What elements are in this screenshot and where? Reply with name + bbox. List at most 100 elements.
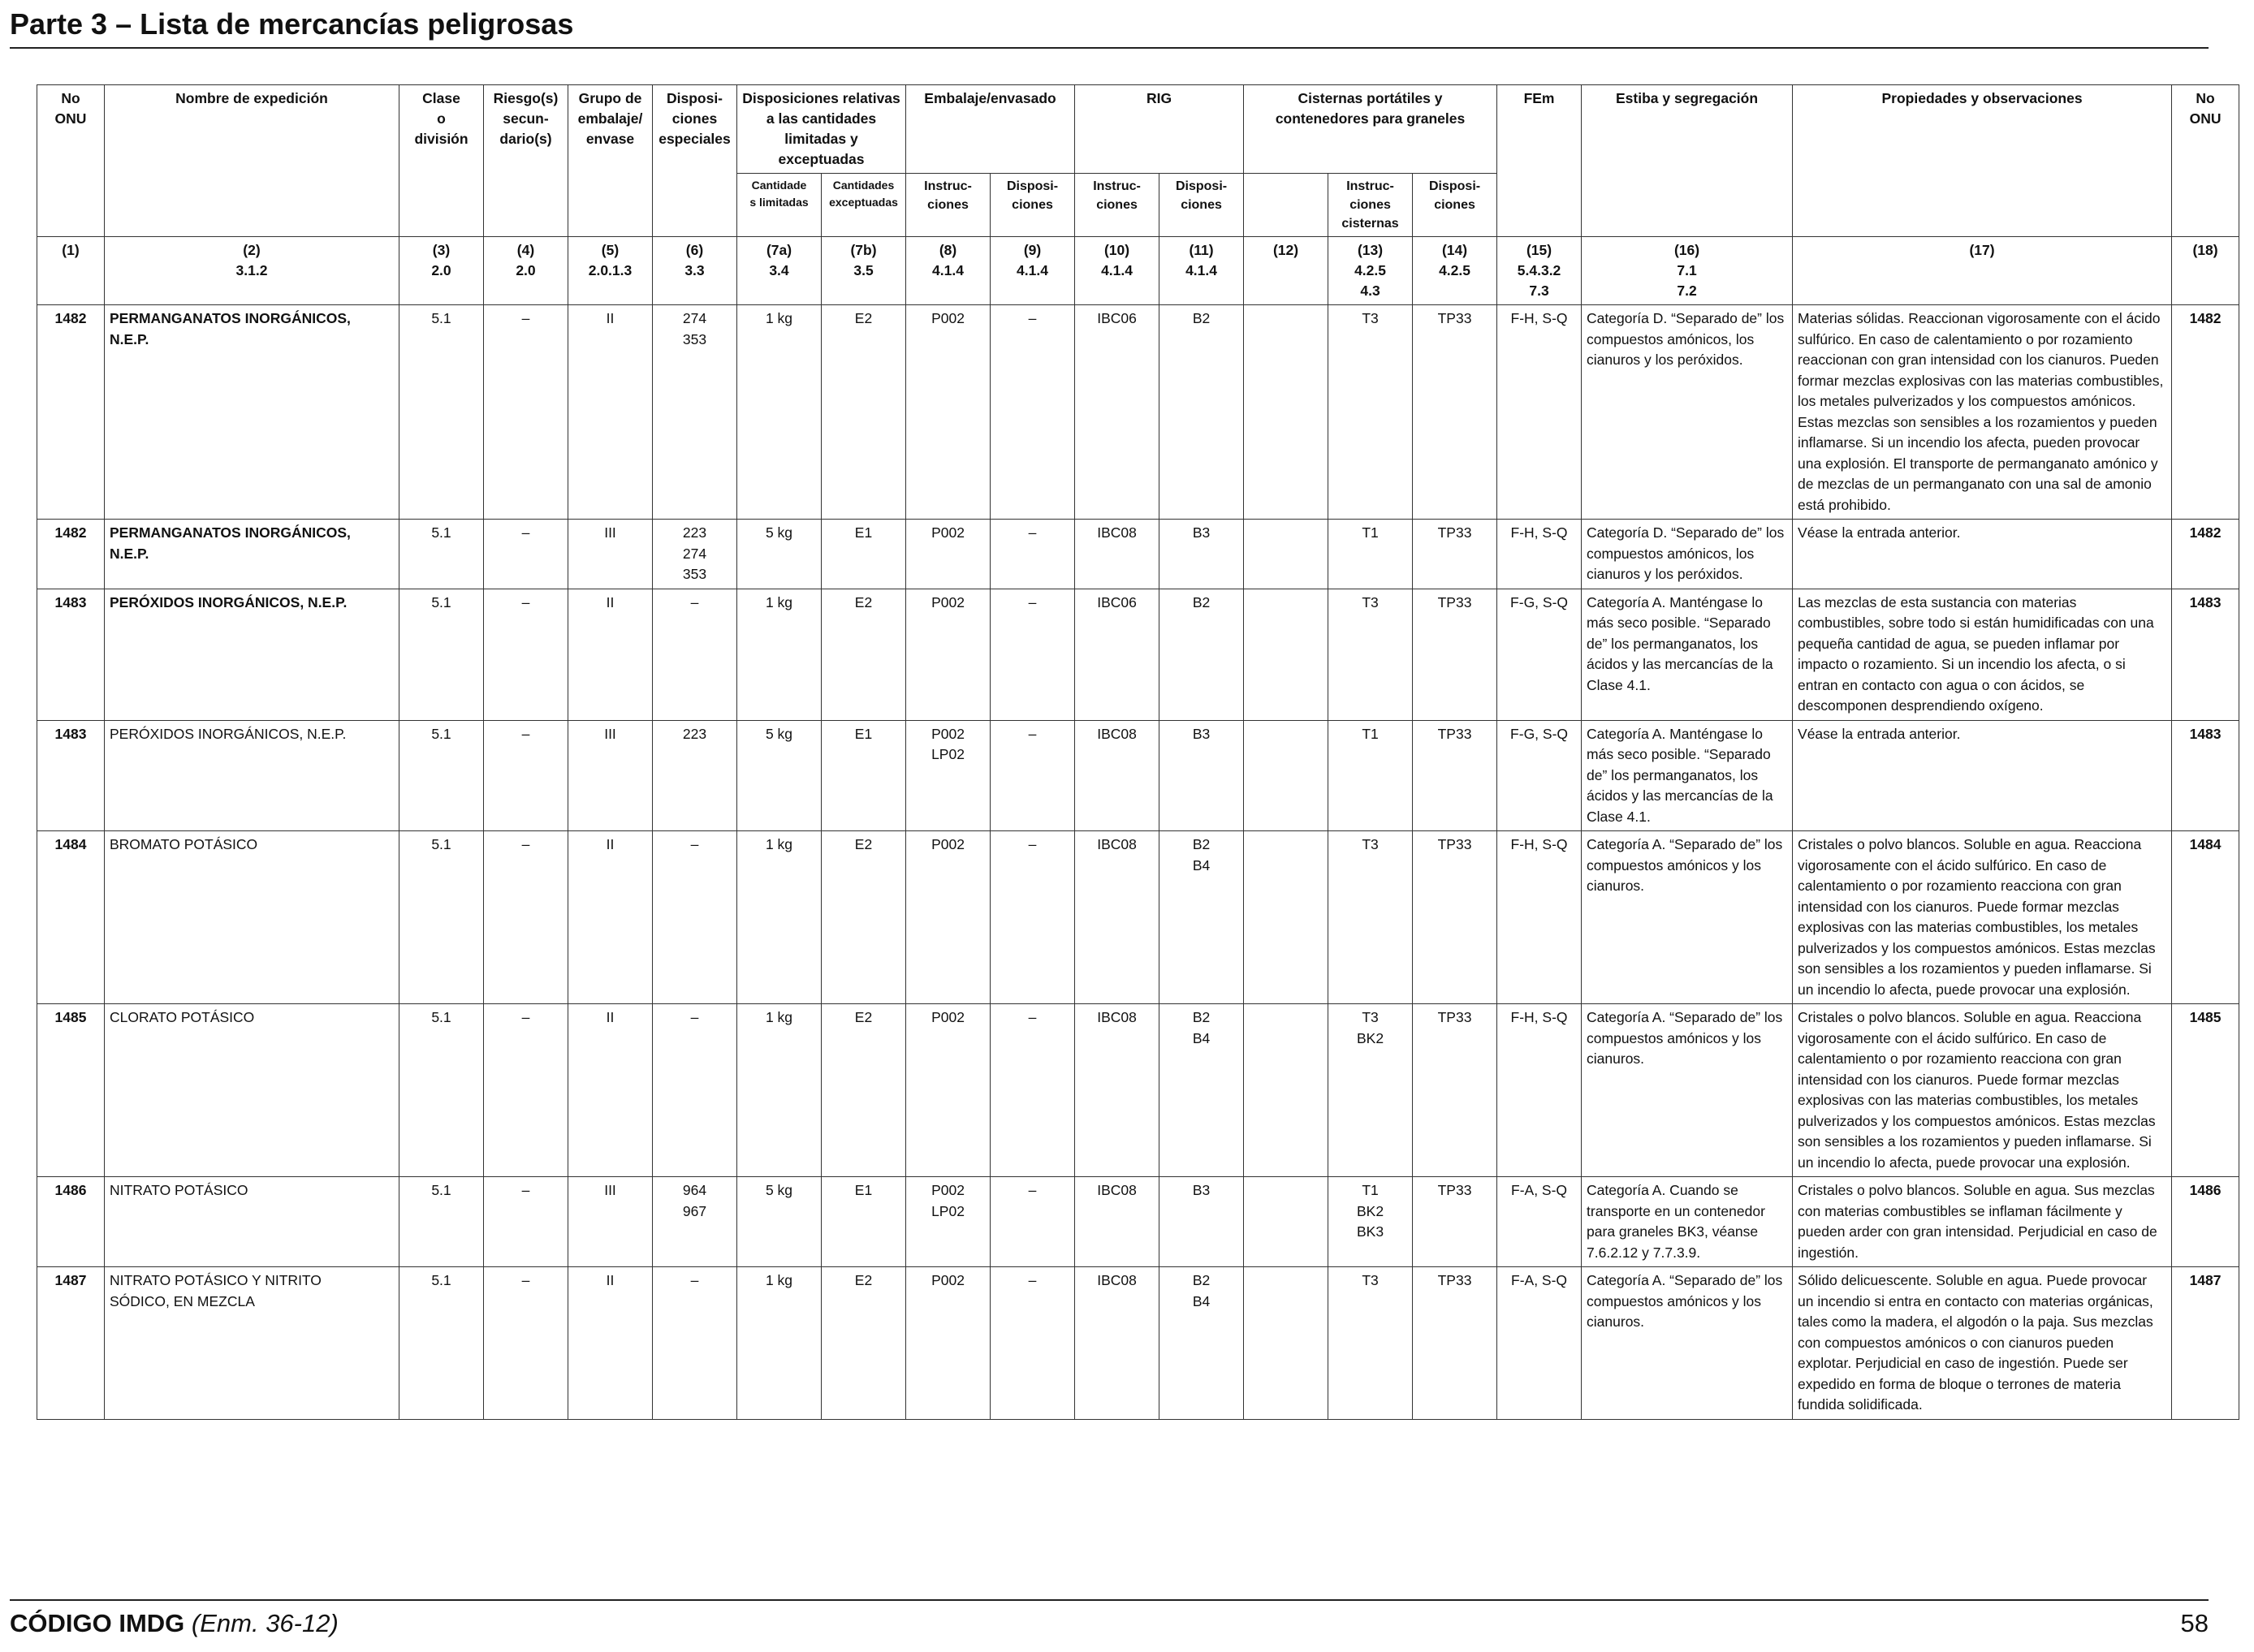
class-cell: 5.1 — [399, 830, 484, 1004]
tank-instruction-cell: T3 BK2 — [1328, 1003, 1414, 1177]
shipping-name-cell: PERÓXIDOS INORGÁNICOS, N.E.P. — [104, 588, 399, 721]
table-row: 1484 BROMATO POTÁSICO 5.1– II –1 kg E2 P002– IB… — [37, 830, 2240, 1004]
class-cell: 5.1 — [399, 588, 484, 721]
column-number: (7b) 3.5 — [820, 236, 907, 305]
header-limited-excepted-quantities: Disposiciones relativas a las cantidades… — [736, 84, 907, 174]
tank-provision-cell: TP33 — [1412, 519, 1498, 589]
stowage-cell: Categoría A. Manténgase lo más seco posi… — [1581, 719, 1794, 831]
un-number-cell: 1483 — [37, 588, 105, 721]
header-un-number-end: No ONU — [2171, 84, 2240, 237]
header-properties-observations: Propiedades y observaciones — [1792, 84, 2173, 237]
table-row: 1487 NITRATO POTÁSICO Y NITRITO SÓDICO, E… — [37, 1266, 2240, 1420]
subsidiary-risk-cell: – — [483, 1003, 568, 1177]
page-footer: CÓDIGO IMDG (Enm. 36-12) 58 — [10, 1599, 2209, 1640]
header-ibc: RIG — [1074, 84, 1245, 174]
header-tank-provisions: Disposi- ciones — [1412, 173, 1498, 237]
un-number-end-cell: 1485 — [2171, 1003, 2240, 1177]
column-number: (1) — [37, 236, 105, 305]
class-cell: 5.1 — [399, 519, 484, 589]
packing-group-cell: II — [568, 830, 653, 1004]
page-number: 58 — [2180, 1609, 2209, 1637]
column-number: (16) 7.1 7.2 — [1581, 236, 1794, 305]
col12-cell — [1243, 1266, 1329, 1420]
col12-cell — [1243, 1003, 1329, 1177]
tank-provision-cell: TP33 — [1412, 830, 1498, 1004]
footer-edition: (Enm. 36-12) — [191, 1609, 339, 1637]
col12-cell — [1243, 830, 1329, 1004]
special-provisions-cell: – — [652, 830, 737, 1004]
column-number: (15) 5.4.3.2 7.3 — [1496, 236, 1583, 305]
col12-cell — [1243, 588, 1329, 721]
header-packing: Embalaje/envasado — [905, 84, 1076, 174]
special-provisions-cell: 223 274 353 — [652, 519, 737, 589]
header-shipping-name: Nombre de expedición — [104, 84, 399, 237]
column-number: (10) 4.1.4 — [1074, 236, 1160, 305]
tank-provision-cell: TP33 — [1412, 1266, 1498, 1420]
limited-quantity-cell: 1 kg — [736, 830, 822, 1004]
table-row: 1485 CLORATO POTÁSICO 5.1– II –1 kg E2 P002– IB… — [37, 1003, 2240, 1177]
un-number-end-cell: 1484 — [2171, 830, 2240, 1004]
header-ems: FEm — [1496, 84, 1583, 237]
stowage-cell: Categoría A. Cuando se transporte en un … — [1581, 1176, 1794, 1267]
column-number: (17) — [1792, 236, 2173, 305]
properties-cell: Cristales o polvo blancos. Soluble en ag… — [1792, 830, 2173, 1004]
ibc-instruction-cell: IBC08 — [1074, 519, 1160, 589]
subsidiary-risk-cell: – — [483, 519, 568, 589]
class-cell: 5.1 — [399, 304, 484, 520]
column-number-row: (1) (2) 3.1.2 (3) 2.0 (4) 2.0 (5) 2.0.1.3 (6)… — [37, 236, 2240, 305]
packing-instruction-cell: P002 — [905, 830, 991, 1004]
shipping-name-cell: PERÓXIDOS INORGÁNICOS, N.E.P. — [104, 719, 399, 831]
un-number-cell: 1482 — [37, 519, 105, 589]
properties-cell: Cristales o polvo blancos. Soluble en ag… — [1792, 1176, 2173, 1267]
packing-instruction-cell: P002 — [905, 1266, 991, 1420]
column-number: (7a) 3.4 — [736, 236, 822, 305]
page-header: Parte 3 – Lista de mercancías peligrosas — [10, 6, 2209, 49]
column-number: (6) 3.3 — [652, 236, 737, 305]
column-number: (12) — [1243, 236, 1329, 305]
tank-instruction-cell: T3 — [1328, 830, 1414, 1004]
ems-cell: F-G, S-Q — [1496, 588, 1583, 721]
special-provisions-cell: – — [652, 588, 737, 721]
tank-provision-cell: TP33 — [1412, 719, 1498, 831]
limited-quantity-cell: 5 kg — [736, 719, 822, 831]
packing-instruction-cell: P002 LP02 — [905, 719, 991, 831]
column-number: (18) — [2171, 236, 2240, 305]
col12-cell — [1243, 1176, 1329, 1267]
properties-cell: Véase la entrada anterior. — [1792, 519, 2173, 589]
shipping-name-cell: NITRATO POTÁSICO — [104, 1176, 399, 1267]
packing-provision-cell: – — [990, 719, 1076, 831]
class-cell: 5.1 — [399, 1266, 484, 1420]
ibc-instruction-cell: IBC06 — [1074, 304, 1160, 520]
header-portable-tanks: Cisternas portátiles y contenedores para… — [1243, 84, 1498, 174]
page-title: Parte 3 – Lista de mercancías peligrosas — [10, 7, 574, 41]
packing-instruction-cell: P002 LP02 — [905, 1176, 991, 1267]
shipping-name-cell: BROMATO POTÁSICO — [104, 830, 399, 1004]
packing-instruction-cell: P002 — [905, 519, 991, 589]
dangerous-goods-table: No ONU Nombre de expedición Clase o divi… — [37, 84, 2240, 1420]
column-number: (2) 3.1.2 — [104, 236, 399, 305]
table-row: 1486 NITRATO POTÁSICO 5.1– III 964 967 5 kg E1… — [37, 1176, 2240, 1267]
un-number-cell: 1483 — [37, 719, 105, 831]
un-number-end-cell: 1483 — [2171, 588, 2240, 721]
packing-group-cell: III — [568, 719, 653, 831]
tank-instruction-cell: T1 — [1328, 719, 1414, 831]
un-number-end-cell: 1482 — [2171, 304, 2240, 520]
tank-instruction-cell: T3 — [1328, 1266, 1414, 1420]
subsidiary-risk-cell: – — [483, 719, 568, 831]
header-subsidiary-risk: Riesgo(s) secun- dario(s) — [483, 84, 568, 237]
packing-instruction-cell: P002 — [905, 304, 991, 520]
tank-instruction-cell: T3 — [1328, 588, 1414, 721]
limited-quantity-cell: 1 kg — [736, 304, 822, 520]
header-excepted-quantities: Cantidades exceptuadas — [820, 173, 907, 237]
column-number: (9) 4.1.4 — [990, 236, 1076, 305]
packing-provision-cell: – — [990, 588, 1076, 721]
packing-provision-cell: – — [990, 1266, 1076, 1420]
stowage-cell: Categoría A. “Separado de” los compuesto… — [1581, 1266, 1794, 1420]
subsidiary-risk-cell: – — [483, 588, 568, 721]
un-number-end-cell: 1487 — [2171, 1266, 2240, 1420]
excepted-quantity-cell: E2 — [820, 1003, 907, 1177]
ibc-instruction-cell: IBC08 — [1074, 1176, 1160, 1267]
excepted-quantity-cell: E1 — [820, 719, 907, 831]
excepted-quantity-cell: E2 — [820, 830, 907, 1004]
ems-cell: F-H, S-Q — [1496, 519, 1583, 589]
